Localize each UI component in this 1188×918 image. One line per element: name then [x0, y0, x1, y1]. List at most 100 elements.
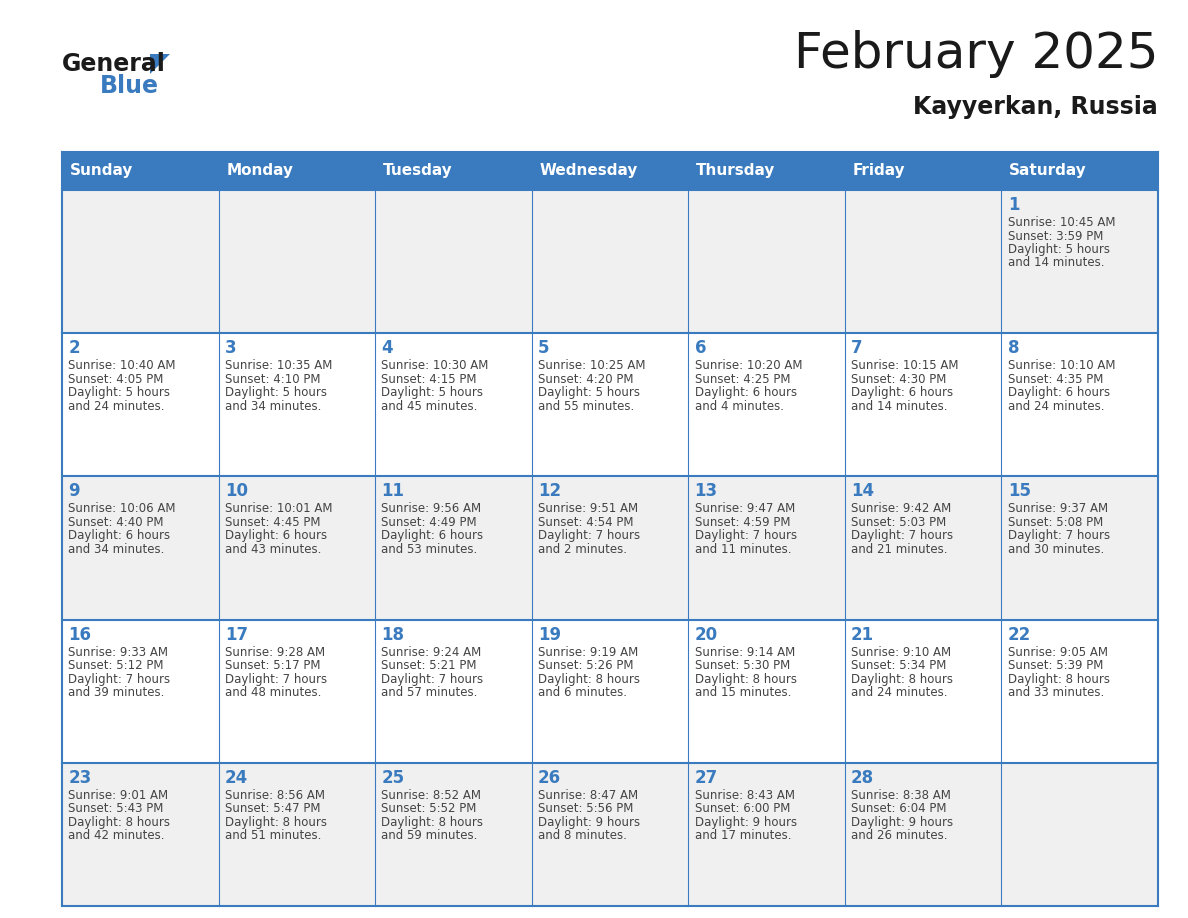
- Text: 9: 9: [68, 482, 80, 500]
- Text: 20: 20: [695, 625, 718, 644]
- Text: Sunset: 5:39 PM: Sunset: 5:39 PM: [1007, 659, 1104, 672]
- Text: Sunset: 5:26 PM: Sunset: 5:26 PM: [538, 659, 633, 672]
- Text: Sunset: 5:17 PM: Sunset: 5:17 PM: [225, 659, 321, 672]
- Bar: [532, 620, 688, 763]
- Text: and 24 minutes.: and 24 minutes.: [851, 686, 948, 700]
- Text: Sunday: Sunday: [70, 163, 133, 178]
- Text: 4: 4: [381, 339, 393, 357]
- Text: and 39 minutes.: and 39 minutes.: [68, 686, 165, 700]
- Text: Sunrise: 9:37 AM: Sunrise: 9:37 AM: [1007, 502, 1108, 515]
- Text: 8: 8: [1007, 339, 1019, 357]
- Text: 23: 23: [68, 768, 91, 787]
- Bar: [62, 152, 219, 190]
- Text: and 15 minutes.: and 15 minutes.: [695, 686, 791, 700]
- Text: Sunset: 5:12 PM: Sunset: 5:12 PM: [68, 659, 164, 672]
- Text: Sunset: 5:43 PM: Sunset: 5:43 PM: [68, 802, 164, 815]
- Text: 26: 26: [538, 768, 561, 787]
- Text: and 34 minutes.: and 34 minutes.: [225, 399, 321, 413]
- Text: and 17 minutes.: and 17 minutes.: [695, 829, 791, 843]
- Text: Sunset: 4:49 PM: Sunset: 4:49 PM: [381, 516, 478, 529]
- Text: 5: 5: [538, 339, 550, 357]
- Text: Tuesday: Tuesday: [383, 163, 453, 178]
- Text: Sunset: 3:59 PM: Sunset: 3:59 PM: [1007, 230, 1104, 242]
- Bar: [532, 333, 688, 476]
- Text: Sunset: 4:20 PM: Sunset: 4:20 PM: [538, 373, 633, 386]
- Text: and 48 minutes.: and 48 minutes.: [225, 686, 321, 700]
- Text: Blue: Blue: [100, 74, 159, 98]
- Text: Daylight: 9 hours: Daylight: 9 hours: [538, 816, 640, 829]
- Text: Daylight: 6 hours: Daylight: 6 hours: [851, 386, 953, 399]
- Text: Sunrise: 9:42 AM: Sunrise: 9:42 AM: [851, 502, 952, 515]
- Text: Daylight: 5 hours: Daylight: 5 hours: [225, 386, 327, 399]
- Text: Sunrise: 9:51 AM: Sunrise: 9:51 AM: [538, 502, 638, 515]
- Text: Daylight: 6 hours: Daylight: 6 hours: [225, 530, 327, 543]
- Text: Sunrise: 9:47 AM: Sunrise: 9:47 AM: [695, 502, 795, 515]
- Text: Sunrise: 8:56 AM: Sunrise: 8:56 AM: [225, 789, 324, 801]
- Text: Sunrise: 9:28 AM: Sunrise: 9:28 AM: [225, 645, 326, 658]
- Text: 21: 21: [851, 625, 874, 644]
- Text: Daylight: 5 hours: Daylight: 5 hours: [68, 386, 170, 399]
- Text: Sunrise: 10:01 AM: Sunrise: 10:01 AM: [225, 502, 333, 515]
- Text: Daylight: 5 hours: Daylight: 5 hours: [381, 386, 484, 399]
- Bar: [845, 476, 1001, 620]
- Text: 24: 24: [225, 768, 248, 787]
- Bar: [688, 152, 845, 190]
- Text: Sunrise: 9:24 AM: Sunrise: 9:24 AM: [381, 645, 481, 658]
- Text: Daylight: 7 hours: Daylight: 7 hours: [68, 673, 170, 686]
- Text: Sunset: 4:45 PM: Sunset: 4:45 PM: [225, 516, 321, 529]
- Text: Sunrise: 10:40 AM: Sunrise: 10:40 AM: [68, 359, 176, 372]
- Text: 11: 11: [381, 482, 404, 500]
- Text: Daylight: 6 hours: Daylight: 6 hours: [68, 530, 170, 543]
- Text: and 42 minutes.: and 42 minutes.: [68, 829, 165, 843]
- Text: Sunset: 4:30 PM: Sunset: 4:30 PM: [851, 373, 947, 386]
- Text: 6: 6: [695, 339, 706, 357]
- Text: Sunset: 5:56 PM: Sunset: 5:56 PM: [538, 802, 633, 815]
- Text: Sunset: 4:54 PM: Sunset: 4:54 PM: [538, 516, 633, 529]
- Text: and 6 minutes.: and 6 minutes.: [538, 686, 627, 700]
- Text: Sunrise: 10:35 AM: Sunrise: 10:35 AM: [225, 359, 333, 372]
- Text: Sunset: 6:04 PM: Sunset: 6:04 PM: [851, 802, 947, 815]
- Text: Sunset: 4:15 PM: Sunset: 4:15 PM: [381, 373, 476, 386]
- Text: Sunset: 4:40 PM: Sunset: 4:40 PM: [68, 516, 164, 529]
- Text: and 24 minutes.: and 24 minutes.: [1007, 399, 1104, 413]
- Text: 25: 25: [381, 768, 405, 787]
- Text: 19: 19: [538, 625, 561, 644]
- Text: and 53 minutes.: and 53 minutes.: [381, 543, 478, 556]
- Text: Sunrise: 9:10 AM: Sunrise: 9:10 AM: [851, 645, 952, 658]
- Bar: [1001, 620, 1158, 763]
- Text: Sunrise: 10:06 AM: Sunrise: 10:06 AM: [68, 502, 176, 515]
- Text: Monday: Monday: [227, 163, 293, 178]
- Text: and 59 minutes.: and 59 minutes.: [381, 829, 478, 843]
- Text: 2: 2: [68, 339, 80, 357]
- Bar: [62, 763, 219, 906]
- Bar: [375, 620, 532, 763]
- Text: Sunrise: 9:05 AM: Sunrise: 9:05 AM: [1007, 645, 1107, 658]
- Text: Sunrise: 9:14 AM: Sunrise: 9:14 AM: [695, 645, 795, 658]
- Text: 3: 3: [225, 339, 236, 357]
- Text: Sunset: 5:21 PM: Sunset: 5:21 PM: [381, 659, 476, 672]
- Text: Sunrise: 9:33 AM: Sunrise: 9:33 AM: [68, 645, 169, 658]
- Text: 16: 16: [68, 625, 91, 644]
- Bar: [62, 476, 219, 620]
- Text: Sunrise: 9:56 AM: Sunrise: 9:56 AM: [381, 502, 481, 515]
- Bar: [845, 620, 1001, 763]
- Text: 1: 1: [1007, 196, 1019, 214]
- Bar: [688, 190, 845, 333]
- Text: Sunrise: 8:47 AM: Sunrise: 8:47 AM: [538, 789, 638, 801]
- Text: and 24 minutes.: and 24 minutes.: [68, 399, 165, 413]
- Text: and 33 minutes.: and 33 minutes.: [1007, 686, 1104, 700]
- Text: Daylight: 9 hours: Daylight: 9 hours: [851, 816, 953, 829]
- Text: and 14 minutes.: and 14 minutes.: [1007, 256, 1104, 270]
- Text: and 21 minutes.: and 21 minutes.: [851, 543, 948, 556]
- Text: Sunset: 4:25 PM: Sunset: 4:25 PM: [695, 373, 790, 386]
- Text: 18: 18: [381, 625, 404, 644]
- Text: Sunrise: 9:19 AM: Sunrise: 9:19 AM: [538, 645, 638, 658]
- Polygon shape: [150, 54, 170, 74]
- Text: and 2 minutes.: and 2 minutes.: [538, 543, 627, 556]
- Bar: [688, 763, 845, 906]
- Bar: [219, 476, 375, 620]
- Bar: [375, 190, 532, 333]
- Text: February 2025: February 2025: [794, 30, 1158, 78]
- Bar: [1001, 190, 1158, 333]
- Text: Wednesday: Wednesday: [539, 163, 638, 178]
